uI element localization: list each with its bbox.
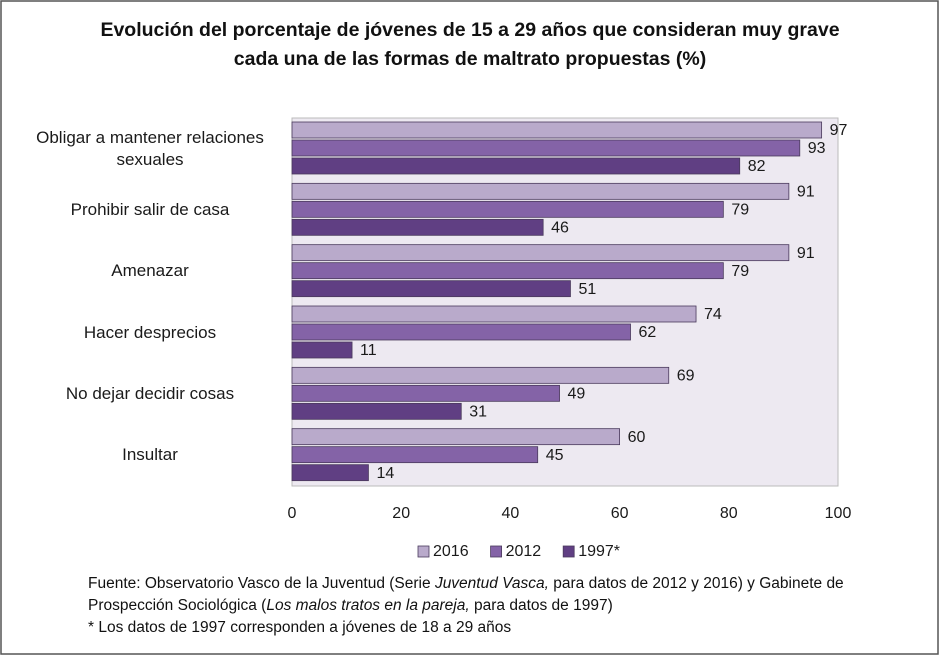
x-tick-label: 0 [288, 505, 297, 522]
category-label: Prohibir salir de casa [70, 200, 230, 219]
bar [291, 366, 670, 384]
value-label: 49 [568, 386, 586, 403]
value-label: 14 [376, 465, 394, 482]
plot-area [291, 117, 839, 487]
category-label: Hacer desprecios [83, 322, 217, 342]
value-label: 69 [677, 368, 695, 385]
bar [291, 218, 544, 236]
legend-swatch [417, 545, 430, 558]
category-label: Insultar [122, 445, 178, 465]
category-label: Obligar a mantener relaciones sexuales [36, 127, 264, 169]
footnote: Fuente: Observatorio Vasco de la Juventu… [88, 573, 908, 639]
x-tick-label: 40 [502, 505, 520, 522]
note: * Los datos de 1997 corresponden a jóven… [88, 619, 512, 636]
legend-swatch [490, 545, 502, 558]
category-label: Amenazar [111, 261, 189, 281]
bar [291, 402, 462, 420]
bar [291, 262, 724, 280]
bar [291, 341, 353, 359]
legend-swatch [562, 545, 575, 558]
source: Fuente: Observatorio Vasco de la Juventu… [88, 573, 908, 617]
chart-title: Evolución del porcentaje de jóvenes de 1… [100, 19, 840, 70]
x-tick-label: 100 [825, 505, 852, 522]
value-label: 51 [578, 281, 596, 298]
legend-label: 2012 [506, 543, 542, 560]
category-label: No dejar decidir cosas [65, 384, 235, 403]
bar [291, 384, 560, 402]
bar [291, 280, 571, 298]
legend-label: 2016 [433, 543, 469, 560]
bar [291, 139, 801, 157]
bar [291, 182, 790, 200]
bar [291, 305, 697, 323]
value-label: 97 [830, 122, 848, 139]
value-label: 79 [731, 263, 749, 280]
x-tick-label: 60 [611, 505, 629, 522]
bar [291, 157, 741, 175]
legend-label: 1997* [578, 543, 620, 560]
bar [291, 428, 621, 446]
bar [291, 323, 631, 341]
source-text: Juventud Vasca, [434, 575, 549, 592]
source-text: para datos de 1997) [469, 597, 613, 614]
x-tick-label: 20 [392, 505, 410, 522]
value-label: 82 [748, 158, 766, 175]
value-label: 79 [731, 202, 749, 219]
value-label: 60 [628, 429, 646, 446]
source-text: para datos de 2012 y 2016) y Gabinete de… [88, 575, 844, 614]
value-label: 46 [551, 220, 569, 237]
bar [291, 464, 369, 482]
source-text: Los malos tratos en la pareja, [266, 597, 470, 614]
value-label: 45 [546, 447, 564, 464]
source-text: Fuente: Observatorio Vasco de la Juventu… [88, 575, 435, 592]
value-label: 11 [360, 342, 377, 359]
value-label: 62 [639, 324, 657, 341]
value-label: 91 [797, 245, 815, 262]
value-label: 91 [797, 184, 815, 201]
bar [291, 121, 823, 139]
value-label: 74 [704, 306, 722, 323]
bar [291, 244, 790, 262]
value-label: 31 [469, 404, 487, 421]
bar [291, 446, 539, 464]
x-tick-label: 80 [720, 505, 738, 522]
bar [291, 200, 724, 218]
value-label: 93 [808, 140, 826, 157]
